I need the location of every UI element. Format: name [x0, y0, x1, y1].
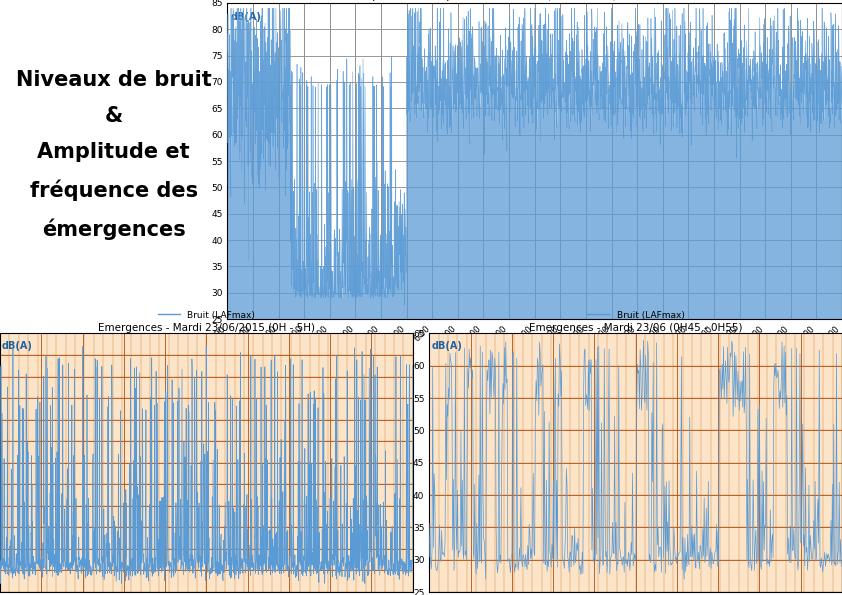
Title: Emergences - Mardi 23/06 (0H45 - 0H55): Emergences - Mardi 23/06 (0H45 - 0H55) [529, 322, 743, 333]
Legend: Bruit (LAFmax): Bruit (LAFmax) [584, 307, 688, 323]
Text: dB(A): dB(A) [431, 341, 462, 351]
Text: Niveaux de bruit
&
Amplitude et
fréquence des
émergences: Niveaux de bruit & Amplitude et fréquenc… [16, 70, 211, 240]
Text: dB(A): dB(A) [2, 341, 33, 351]
Title: Répartition des points de mesure (LAFmax/1s) - Mardi 23/06/15: Répartition des points de mesure (LAFmax… [358, 0, 711, 1]
Text: dB(A): dB(A) [231, 12, 261, 23]
Legend: Bruit (LAFmax): Bruit (LAFmax) [154, 307, 258, 323]
Title: Emergences - Mardi 23/06/2015 (0H - 5H): Emergences - Mardi 23/06/2015 (0H - 5H) [98, 322, 315, 333]
